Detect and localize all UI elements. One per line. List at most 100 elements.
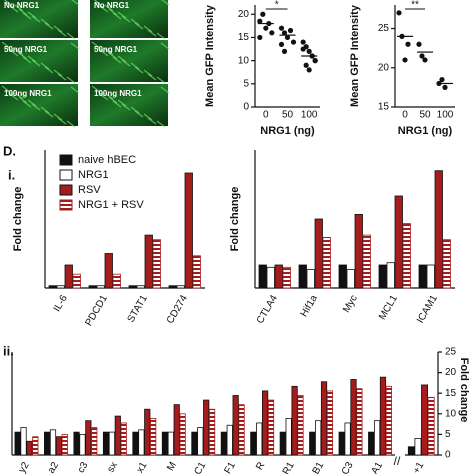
cell-streak: [27, 99, 37, 107]
bar: [309, 431, 316, 456]
bar: [20, 427, 27, 456]
data-point: [306, 67, 312, 73]
bar: [274, 264, 283, 289]
cell-streak: [108, 96, 118, 104]
bar: [168, 285, 177, 289]
data-point: [278, 41, 285, 48]
tick-label: 10: [238, 55, 250, 66]
category-label: M: [165, 460, 179, 473]
category-label: c3: [76, 460, 91, 474]
cell-streak: [57, 29, 67, 37]
category-label: IL-6: [52, 293, 70, 314]
bar: [220, 431, 227, 456]
legend-label: NRG1 + RSV: [78, 199, 144, 211]
cell-streak: [22, 56, 32, 64]
cell-streak: [1, 85, 11, 93]
bar: [64, 264, 73, 289]
cell-streak: [121, 15, 131, 23]
data-point: [402, 57, 408, 63]
cell-streak: [108, 8, 118, 16]
bar: [173, 404, 180, 456]
cell-streak: [18, 96, 28, 104]
cell-streak: [104, 4, 114, 12]
bar: [266, 266, 275, 289]
bar: [314, 218, 323, 289]
cell-streak: [40, 106, 50, 114]
cell-streak: [53, 69, 63, 77]
bar: [132, 431, 139, 456]
bar: [350, 379, 357, 456]
cell-streak: [1, 41, 11, 49]
data-point: [284, 34, 291, 41]
bar: [256, 422, 263, 456]
tick-label: 25: [378, 23, 390, 34]
category-label: A1: [370, 460, 386, 474]
bar: [104, 253, 113, 289]
cell-streak: [143, 25, 153, 33]
bar: [167, 431, 174, 456]
legend-label: RSV: [78, 184, 101, 196]
category-label: +1: [411, 460, 426, 474]
data-point: [260, 11, 266, 17]
cell-streak: [156, 120, 166, 128]
cell-streak: [99, 5, 109, 13]
category-label: R: [254, 460, 267, 472]
tick-label: 20: [238, 9, 250, 20]
micrograph: [0, 84, 78, 126]
image-label: 100ng NRG1: [4, 89, 52, 98]
cell-streak: [44, 66, 54, 74]
bar: [315, 420, 322, 456]
category-label: STAT1: [126, 293, 151, 325]
cell-streak: [112, 56, 122, 64]
micrograph: [90, 0, 168, 38]
panel-label: D.: [3, 143, 16, 158]
data-point: [419, 53, 425, 59]
cell-streak: [40, 62, 50, 70]
bar: [414, 438, 422, 456]
data-point: [442, 84, 448, 90]
cell-streak: [156, 32, 166, 40]
cell-streak: [112, 12, 122, 20]
bar: [120, 422, 127, 456]
cell-streak: [31, 59, 41, 67]
cell-streak: [9, 49, 19, 57]
category-label: PDCD1: [83, 293, 110, 328]
x-axis-title: NRG1 (ng): [260, 125, 315, 137]
bar: [32, 436, 39, 456]
axis-break: //: [394, 454, 401, 468]
bar: [421, 384, 428, 456]
category-label: CD274: [165, 293, 190, 326]
tick-label: 0: [445, 450, 451, 461]
bar: [386, 262, 395, 289]
image-label: No NRG1: [94, 1, 130, 10]
legend-label: NRG1: [78, 169, 109, 181]
micrograph: [0, 40, 78, 82]
data-point: [290, 39, 297, 45]
micrograph: [90, 84, 168, 126]
cell-streak: [117, 55, 127, 63]
data-point: [422, 57, 428, 63]
bar: [238, 404, 245, 456]
cell-streak: [147, 117, 157, 125]
bar: [326, 390, 334, 456]
category-label: ICAM1: [415, 293, 440, 325]
bar: [322, 236, 331, 289]
bar: [26, 440, 33, 456]
cell-streak: [143, 113, 153, 121]
image-label: 100ng NRG1: [94, 89, 142, 98]
tick-label: 25: [445, 347, 457, 358]
tick-label: 15: [445, 388, 457, 399]
bar: [378, 264, 387, 289]
bar: [61, 433, 68, 456]
bar: [48, 285, 57, 289]
bar: [176, 285, 185, 289]
bar: [152, 239, 161, 289]
category-label: x1: [135, 460, 150, 474]
image-label: 50ng NRG1: [94, 45, 138, 54]
data-point: [257, 18, 263, 24]
bar: [138, 429, 145, 456]
y-axis-title: Fold change: [12, 187, 24, 252]
bar: [136, 285, 145, 289]
bar: [279, 431, 286, 456]
